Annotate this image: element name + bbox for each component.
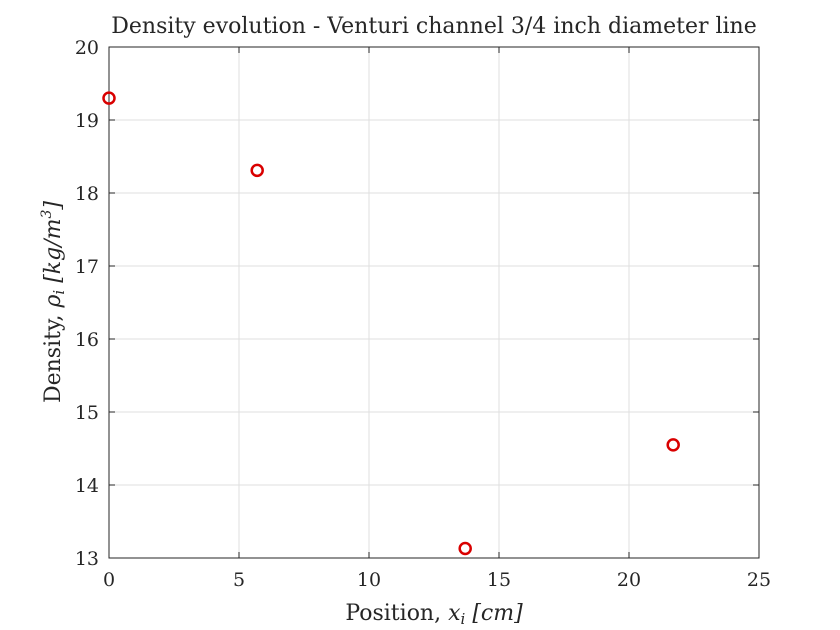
x-axis-label-prefix: Position, xyxy=(345,601,448,626)
y-axis-label-subscript: i xyxy=(50,290,68,295)
x-tick-label: 15 xyxy=(487,569,511,591)
x-axis-label-symbol: x xyxy=(448,601,461,626)
y-axis-label-symbol: ρ xyxy=(41,295,66,309)
axis-ticks: 0 5 10 15 20 25 13 14 15 16 17 18 19 20 xyxy=(75,37,771,591)
y-axis-label: Density, ρi [kg/m3] xyxy=(39,201,68,403)
data-point xyxy=(102,91,116,105)
x-tick-label: 25 xyxy=(747,569,771,591)
y-tick-label: 13 xyxy=(75,548,99,570)
data-points xyxy=(102,91,680,556)
x-axis-label: Position, xi [cm] xyxy=(345,601,523,628)
y-tick-label: 16 xyxy=(75,329,99,351)
y-axis-label-unit: [kg/m xyxy=(41,219,66,290)
x-tick-label: 0 xyxy=(103,569,115,591)
x-tick-label: 10 xyxy=(357,569,381,591)
x-tick-label: 5 xyxy=(233,569,245,591)
chart-title: Density evolution - Venturi channel 3/4 … xyxy=(111,14,756,39)
x-axis-label-unit: [cm] xyxy=(465,601,523,626)
data-point xyxy=(666,438,680,452)
data-point xyxy=(250,163,264,178)
plot-area xyxy=(109,47,759,558)
plot-frame xyxy=(108,46,760,559)
data-point xyxy=(458,541,472,556)
y-tick-label: 14 xyxy=(75,475,99,497)
y-tick-label: 15 xyxy=(75,402,99,424)
x-tick-label: 20 xyxy=(617,569,641,591)
y-axis-label-unit-power: 3 xyxy=(39,210,55,219)
y-tick-label: 19 xyxy=(75,110,99,132)
y-axis-label-prefix: Density, xyxy=(41,308,66,404)
y-axis-label-unit-close: ] xyxy=(41,201,66,211)
x-axis-label-subscript: i xyxy=(461,610,466,628)
y-tick-label: 17 xyxy=(75,256,99,278)
y-tick-label: 20 xyxy=(75,37,99,59)
y-tick-label: 18 xyxy=(75,183,99,205)
